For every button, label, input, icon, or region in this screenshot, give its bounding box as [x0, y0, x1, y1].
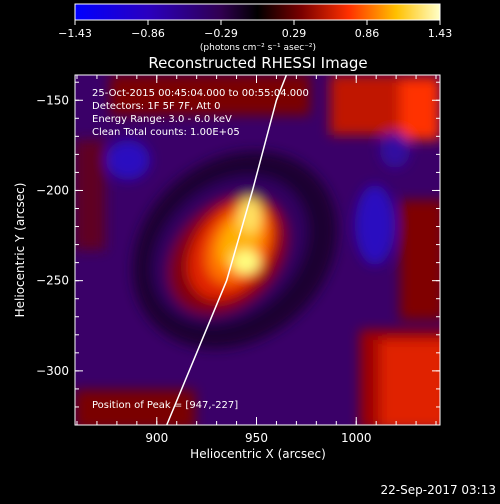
x-axis-label: Heliocentric X (arcsec) [190, 447, 326, 461]
colorbar-tick-label: 1.43 [428, 27, 453, 40]
annotation-energy: Energy Range: 3.0 - 6.0 keV [92, 114, 232, 125]
x-tick-label: 900 [145, 431, 168, 445]
colorbar-tick-label: −0.29 [204, 27, 238, 40]
colorbar-tick-label: 0.29 [282, 27, 307, 40]
colorbar-gradient [74, 3, 441, 21]
x-tick-label: 950 [245, 431, 268, 445]
colorbar-tick-label: 0.86 [355, 27, 380, 40]
annotation-clean: Clean Total counts: 1.00E+05 [92, 127, 240, 138]
annotation-peak: Position of Peak = [947,-227] [92, 400, 238, 411]
annotation-detectors: Detectors: 1F 5F 7F, Att 0 [92, 101, 220, 112]
y-tick-label: −150 [36, 93, 69, 107]
colorbar: −1.43 −0.86 −0.29 0.29 0.86 1.43 (photons cm⁻… [58, 3, 453, 53]
y-tick-label: −300 [36, 364, 69, 378]
y-tick-label: −250 [36, 274, 69, 288]
colorbar-units: (photons cm⁻² s⁻¹ asec⁻²) [200, 43, 316, 53]
annotation-time: 25-Oct-2015 00:45:04.000 to 00:55:04.000 [92, 88, 309, 99]
heatmap-area [75, 75, 440, 425]
chart-title: Reconstructed RHESSI Image [148, 54, 367, 72]
footer-timestamp: 22-Sep-2017 03:13 [381, 483, 496, 497]
plot-frame [74, 74, 441, 426]
x-tick-label: 1000 [341, 431, 372, 445]
y-axis-label: Heliocentric Y (arcsec) [13, 183, 27, 318]
colorbar-tick-label: −1.43 [58, 27, 92, 40]
y-tick-label: −200 [36, 183, 69, 197]
colorbar-tick-label: −0.86 [131, 27, 165, 40]
solar-limb-line [166, 75, 288, 425]
